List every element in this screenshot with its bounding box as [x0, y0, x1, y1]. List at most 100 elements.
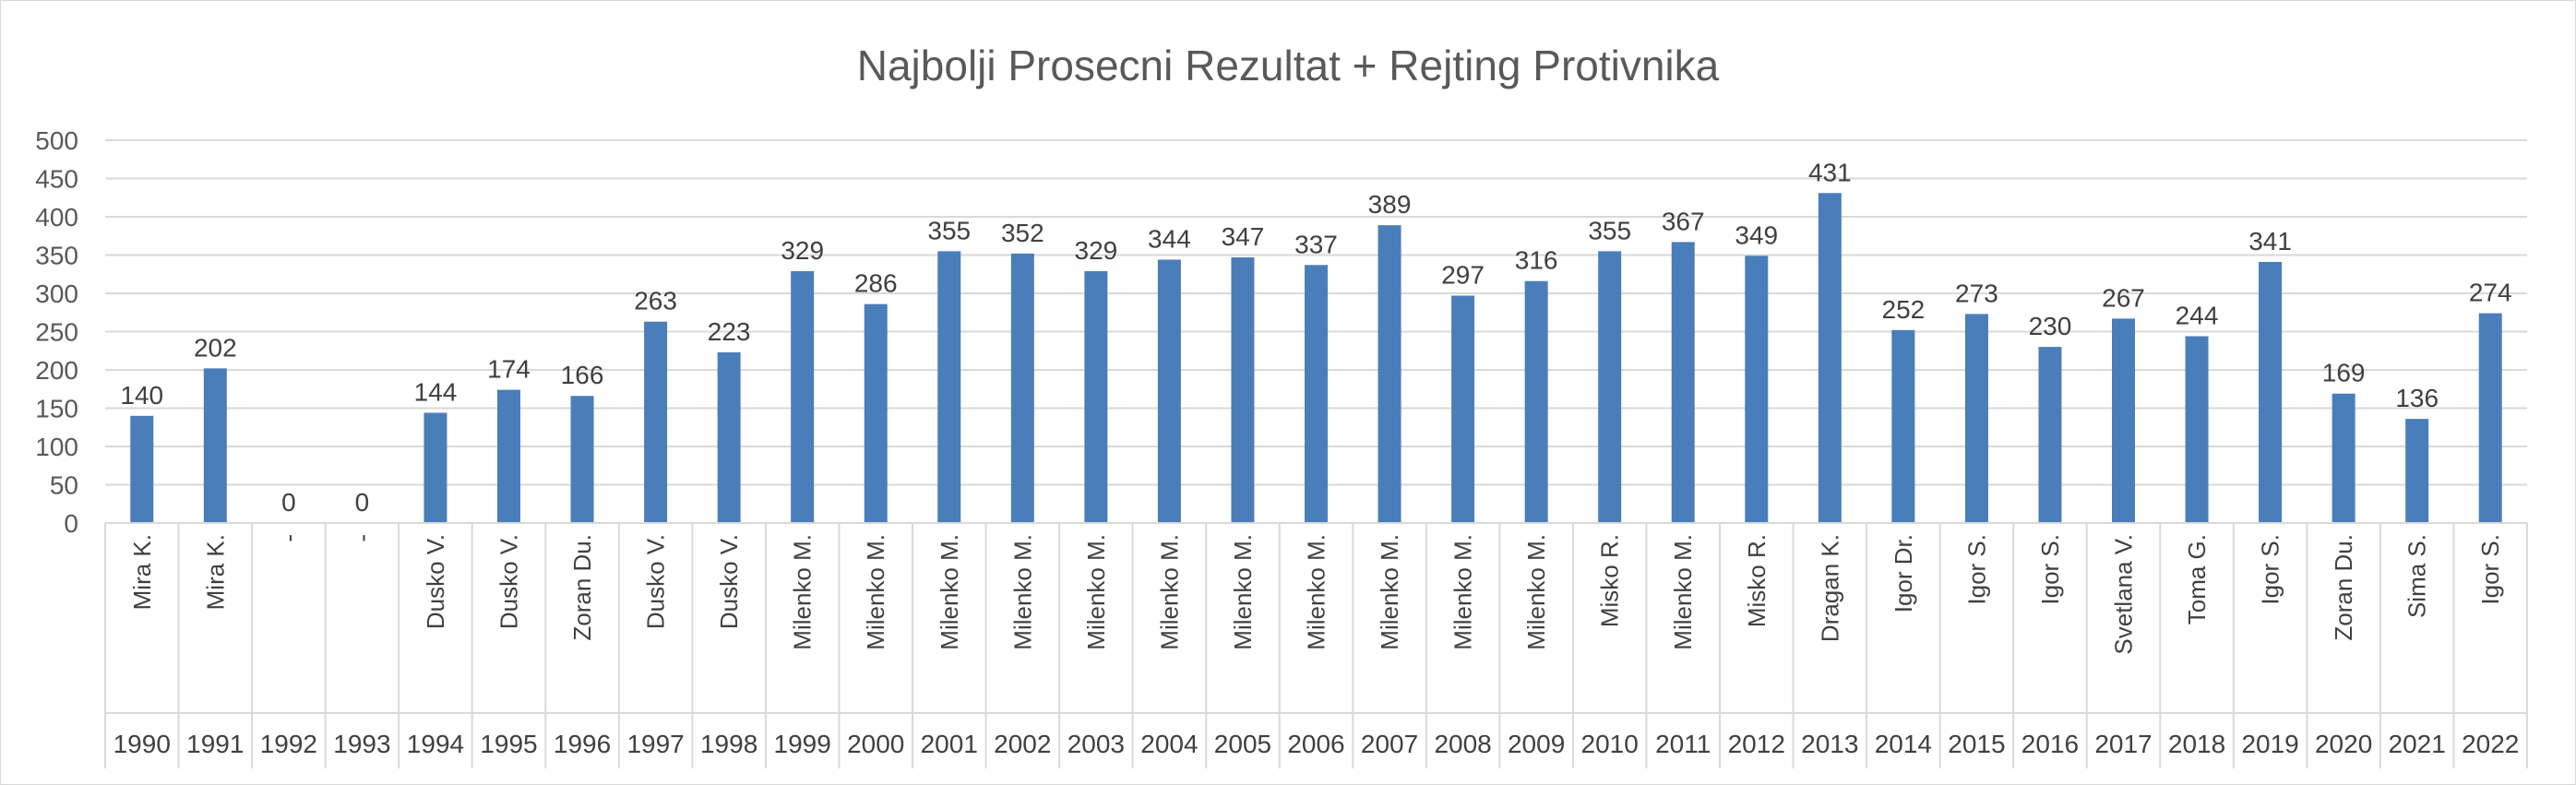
category-label: Milenko M. [936, 534, 963, 650]
data-label: 0 [355, 488, 370, 517]
data-label: 344 [1148, 224, 1191, 253]
data-label: 329 [1075, 236, 1118, 265]
year-label: 2014 [1875, 730, 1932, 758]
category-label: Milenko M. [1008, 534, 1036, 650]
bar [1598, 251, 1622, 523]
data-label: 349 [1735, 220, 1778, 249]
category-label: Milenko M. [1669, 534, 1697, 650]
year-label: 1995 [480, 730, 537, 758]
year-label: 1993 [333, 730, 390, 758]
category-label: Milenko M. [1449, 534, 1477, 650]
category-label: Milenko M. [1229, 534, 1257, 650]
year-label: 1991 [186, 730, 244, 758]
bar [2259, 261, 2283, 523]
y-tick-label: 100 [35, 433, 78, 461]
y-tick-label: 0 [64, 509, 78, 538]
year-label: 2006 [1287, 730, 1344, 758]
bar [2332, 393, 2355, 523]
year-label: 2008 [1434, 730, 1491, 758]
data-label: 252 [1882, 295, 1926, 324]
category-label: Svetlana V. [2110, 534, 2138, 655]
bar [1377, 225, 1401, 523]
bar [1157, 259, 1181, 523]
year-label: 1990 [113, 730, 171, 758]
data-label: 263 [634, 287, 677, 315]
category-label: Misko R. [1743, 534, 1771, 627]
bar [1305, 265, 1328, 523]
data-label: 136 [2395, 384, 2439, 412]
data-label: 0 [281, 488, 296, 517]
bar [1231, 256, 1255, 523]
category-label: Zoran Du. [2330, 534, 2357, 641]
category-label: Igor S. [2036, 534, 2064, 605]
bar [2112, 318, 2135, 523]
category-label: Igor S. [2257, 534, 2284, 605]
data-label: 166 [561, 361, 604, 389]
bar [1891, 329, 1915, 523]
data-label: 140 [120, 381, 163, 410]
data-label: 316 [1515, 246, 1558, 275]
year-label: 2022 [2462, 730, 2519, 758]
year-label: 2000 [847, 730, 904, 758]
data-label: 337 [1294, 230, 1338, 258]
year-label: 1994 [407, 730, 464, 758]
year-label: 1997 [626, 730, 684, 758]
y-tick-label: 150 [35, 395, 78, 423]
chart-title: Najbolji Prosecni Rezultat + Rejting Pro… [857, 42, 1720, 89]
data-label: 355 [1588, 216, 1631, 244]
category-label: Dusko V. [715, 534, 743, 629]
category-label: Igor S. [1962, 534, 1990, 605]
category-label: Milenko M. [1303, 534, 1330, 650]
year-label: 2019 [2241, 730, 2298, 758]
year-label: 2005 [1214, 730, 1271, 758]
bar [717, 351, 741, 523]
bar [203, 368, 227, 523]
year-label: 1992 [260, 730, 317, 758]
data-label: 341 [2248, 227, 2292, 256]
x-axis: Mira K. 1990 Mira K. 1991 - 1992 - 1993 Dusko V.… [104, 522, 2528, 768]
year-label: 2016 [2021, 730, 2079, 758]
data-label: 202 [194, 333, 237, 362]
category-label: Igor S. [2476, 534, 2504, 605]
category-label: Milenko M. [789, 534, 817, 650]
bar [1010, 253, 1034, 523]
year-label: 2011 [1655, 730, 1711, 758]
data-label: 297 [1441, 260, 1485, 289]
category-label: Mira K. [201, 534, 229, 610]
bar [1818, 193, 1842, 523]
y-tick-label: 500 [35, 126, 78, 155]
year-label: 2013 [1801, 730, 1858, 758]
bar [1084, 270, 1108, 523]
data-label: 329 [781, 236, 824, 265]
bar [1524, 280, 1548, 523]
data-label: 355 [927, 216, 971, 244]
year-label: 1996 [554, 730, 611, 758]
category-label: Toma G. [2183, 534, 2211, 624]
bar [570, 396, 594, 523]
category-label: Misko R. [1596, 534, 1624, 627]
y-tick-label: 450 [35, 165, 78, 194]
category-label: Dusko V. [642, 534, 670, 629]
y-tick-label: 300 [35, 280, 78, 308]
year-label: 2004 [1140, 730, 1198, 758]
year-label: 2007 [1361, 730, 1418, 758]
data-label: 347 [1222, 222, 1265, 251]
year-label: 2021 [2389, 730, 2446, 758]
category-label: Mira K. [128, 534, 156, 610]
bar [2038, 347, 2062, 523]
bars [130, 193, 2502, 523]
bar [1745, 256, 1769, 523]
category-label: - [348, 534, 376, 542]
year-label: 2018 [2168, 730, 2225, 758]
bar [1451, 295, 1475, 523]
category-label: Dusko V. [422, 534, 449, 629]
year-label: 2010 [1581, 730, 1639, 758]
bar [497, 389, 520, 523]
y-tick-label: 50 [50, 471, 78, 500]
bar [2185, 336, 2209, 523]
data-label: 169 [2322, 359, 2366, 387]
data-label: 286 [854, 269, 898, 298]
bar [791, 270, 815, 523]
year-label: 2015 [1948, 730, 2005, 758]
bar [2478, 313, 2502, 523]
